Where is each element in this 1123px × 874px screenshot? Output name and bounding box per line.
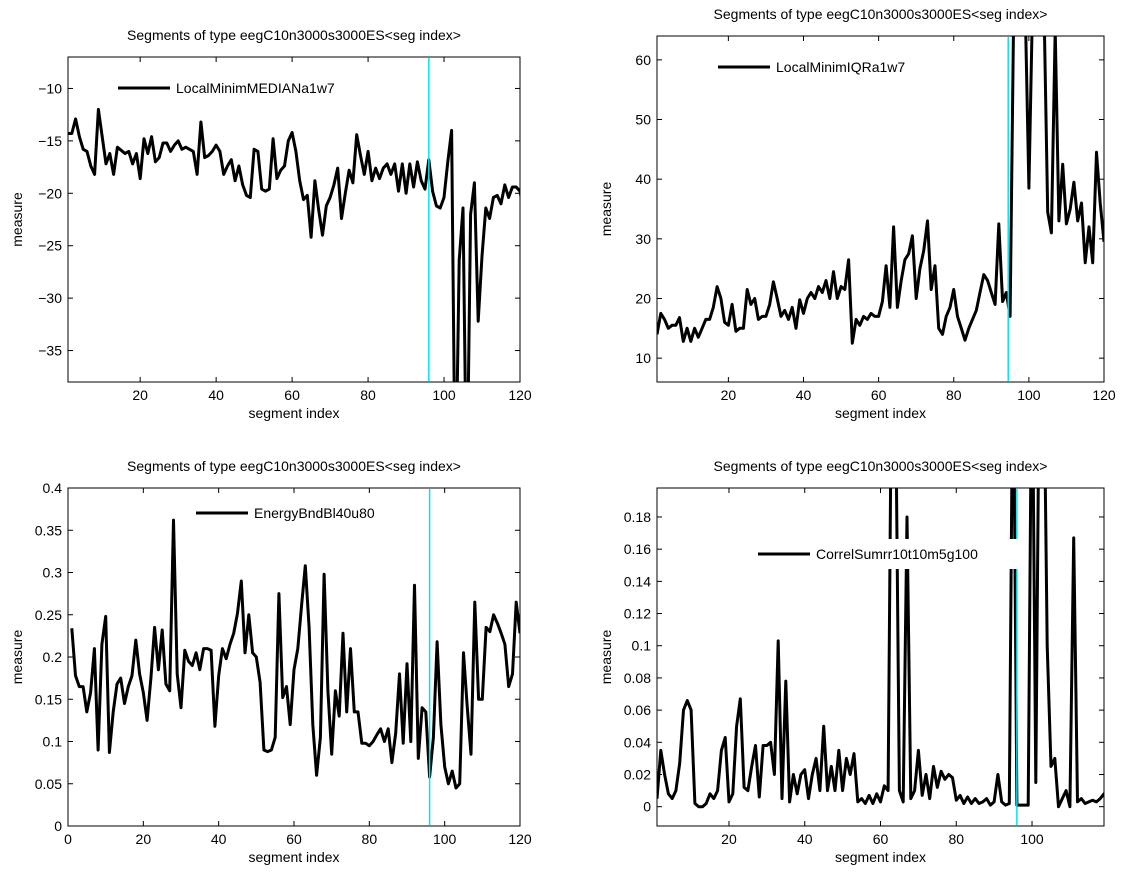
x-tick-label: 120 — [508, 831, 532, 847]
axes-box — [656, 35, 1105, 383]
y-tick-label: −15 — [38, 133, 62, 149]
x-tick-label: 80 — [360, 387, 376, 403]
chart-panel-1: 20 40 60 80 100 120 −35 −30 −25 −20 −15 −10 Segments… — [9, 27, 532, 421]
chart-title: Segments of type eegC10n3000s3000ES<seg … — [127, 27, 461, 43]
x-tick-label: 40 — [211, 831, 227, 847]
chart-panel-2: 20 40 60 80 100 120 10 20 30 40 50 60 Segments of ty… — [598, 6, 1116, 421]
y-tick-label: 0.08 — [624, 670, 651, 686]
legend: EnergyBndBl40u80 — [190, 498, 382, 528]
x-tick-label: 80 — [948, 831, 964, 847]
x-tick-label: 60 — [873, 831, 889, 847]
legend-label: LocalMinimMEDIANa1w7 — [176, 80, 335, 96]
y-tick-label: 30 — [635, 231, 651, 247]
x-tick-label: 0 — [64, 831, 72, 847]
x-tick-label: 120 — [1092, 387, 1116, 403]
chart-panel-4: 20 40 60 80 100 0 0.02 0.04 0.06 0.08 0.1 0.12 0.14 0… — [598, 458, 1105, 865]
legend-label: LocalMinimIQRa1w7 — [776, 59, 905, 75]
y-tick-label: 0.02 — [624, 766, 651, 782]
x-tick-label: 40 — [796, 387, 812, 403]
chart-title: Segments of type eegC10n3000s3000ES<seg … — [127, 458, 461, 474]
x-tick-label: 20 — [136, 831, 152, 847]
y-tick-label: −25 — [38, 238, 62, 254]
legend: LocalMinimIQRa1w7 — [712, 52, 956, 82]
y-tick-label: −30 — [38, 290, 62, 306]
y-tick-label: 0.16 — [624, 541, 651, 557]
x-tick-label: 100 — [433, 831, 457, 847]
y-tick-label: 0.2 — [43, 649, 63, 665]
x-tick-label: 120 — [508, 387, 532, 403]
y-tick-label: 0.1 — [632, 638, 652, 654]
x-tick-label: 20 — [721, 387, 737, 403]
series-line — [657, 488, 1104, 809]
y-tick-label: 0.3 — [43, 565, 63, 581]
y-tick-label: 0.04 — [624, 734, 651, 750]
series-line — [68, 107, 520, 382]
series-line — [657, 36, 1104, 345]
y-tick-label: 0.14 — [624, 573, 651, 589]
x-axis-label: segment index — [835, 405, 926, 421]
y-axis-label: measure — [9, 192, 25, 247]
x-tick-label: 80 — [946, 387, 962, 403]
x-tick-label: 60 — [284, 387, 300, 403]
y-tick-label: 40 — [635, 171, 651, 187]
y-tick-label: 10 — [635, 350, 651, 366]
y-axis-label: measure — [598, 182, 614, 237]
y-tick-label: 60 — [635, 52, 651, 68]
x-tick-label: 100 — [1017, 387, 1041, 403]
legend-label: CorrelSumrr10t10m5g100 — [816, 546, 978, 562]
y-tick-label: 0.15 — [35, 691, 62, 707]
y-axis-label: measure — [598, 630, 614, 685]
x-axis-label: segment index — [835, 849, 926, 865]
axes-box — [67, 56, 521, 383]
y-tick-label: 0.05 — [35, 776, 62, 792]
chart-title: Segments of type eegC10n3000s3000ES<seg … — [714, 6, 1048, 22]
y-tick-label: 0.18 — [624, 509, 651, 525]
y-tick-label: −10 — [38, 80, 62, 96]
y-tick-label: −20 — [38, 185, 62, 201]
legend: CorrelSumrr10t10m5g100 — [752, 539, 1028, 569]
x-tick-label: 40 — [208, 387, 224, 403]
x-tick-label: 60 — [286, 831, 302, 847]
x-tick-label: 100 — [432, 387, 456, 403]
y-axis-label: measure — [9, 630, 25, 685]
series-line — [70, 518, 520, 790]
y-tick-label: 0.12 — [624, 606, 651, 622]
x-tick-label: 20 — [721, 831, 737, 847]
y-tick-label: −35 — [38, 343, 62, 359]
y-tick-label: 0.1 — [43, 734, 63, 750]
chart-panel-3: 0 20 40 60 80 100 120 0 0.05 0.1 0.15 0.2 0.25 0.3 0.3… — [9, 458, 532, 865]
y-tick-label: 20 — [635, 290, 651, 306]
y-tick-label: 0 — [54, 818, 62, 834]
x-tick-label: 100 — [1020, 831, 1044, 847]
x-axis-label: segment index — [248, 849, 339, 865]
legend: LocalMinimMEDIANa1w7 — [112, 73, 354, 103]
y-tick-label: 0 — [643, 799, 651, 815]
y-tick-label: 0.35 — [35, 522, 62, 538]
x-tick-label: 40 — [797, 831, 813, 847]
y-tick-label: 0.4 — [43, 480, 63, 496]
y-tick-label: 50 — [635, 112, 651, 128]
chart-title: Segments of type eegC10n3000s3000ES<seg … — [714, 458, 1048, 474]
y-tick-label: 0.25 — [35, 607, 62, 623]
x-tick-label: 20 — [132, 387, 148, 403]
y-tick-label: 0.06 — [624, 702, 651, 718]
x-tick-label: 80 — [362, 831, 378, 847]
x-tick-label: 60 — [871, 387, 887, 403]
legend-label: EnergyBndBl40u80 — [254, 505, 375, 521]
x-axis-label: segment index — [248, 405, 339, 421]
